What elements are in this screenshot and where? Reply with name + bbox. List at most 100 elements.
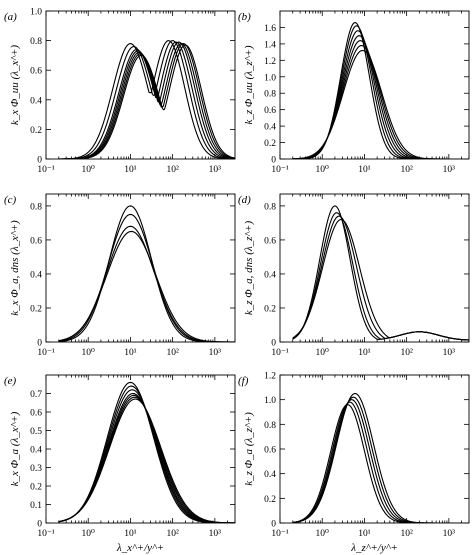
- x-axis-label: λ_x^+/y^+: [116, 542, 164, 554]
- y-tick-label: 1.0: [30, 8, 42, 18]
- panel-letter: (e): [4, 375, 17, 387]
- y-tick-label: 0.4: [264, 270, 276, 280]
- y-tick-label: 0.6: [30, 67, 42, 77]
- y-tick-label: 0.2: [264, 139, 276, 149]
- y-axis-label: k_x Φ_a (λ_x^+): [9, 411, 21, 486]
- y-tick-label: 1.0: [264, 73, 276, 83]
- x-tick-label: 10⁻¹: [271, 348, 289, 358]
- x-tick-label: 10⁰: [316, 165, 330, 175]
- x-tick-label: 10²: [400, 529, 413, 539]
- plot-frame: [279, 193, 470, 343]
- plot-frame: [45, 193, 236, 343]
- y-tick-label: 0.6: [264, 446, 276, 456]
- x-tick-label: 10²: [400, 348, 413, 358]
- y-tick-label: 0: [271, 156, 276, 166]
- panel-letter: (d): [238, 194, 251, 206]
- x-axis-label: λ_z^+/y^+: [350, 542, 398, 554]
- y-tick-label: 0.8: [264, 90, 276, 100]
- series-line-3: [292, 215, 469, 341]
- series-line-1: [58, 205, 235, 342]
- y-tick-label: 0: [271, 520, 276, 530]
- y-axis-label: k_z Φ_a (λ_z^+): [243, 412, 255, 486]
- series-line-1: [58, 40, 235, 159]
- panel-letter: (f): [238, 375, 249, 387]
- x-tick-label: 10²: [166, 529, 179, 539]
- y-tick-label: 0.2: [30, 304, 42, 314]
- y-tick-label: 0.6: [30, 409, 42, 419]
- x-tick-label: 10⁰: [82, 348, 96, 358]
- y-tick-label: 0.2: [264, 495, 276, 505]
- y-tick-label: 0.8: [264, 421, 276, 431]
- x-tick-label: 10³: [209, 165, 222, 175]
- x-tick-label: 10³: [443, 529, 456, 539]
- x-tick-label: 10³: [443, 348, 456, 358]
- series-line-7: [292, 49, 469, 159]
- x-tick-label: 10⁻¹: [271, 165, 289, 175]
- x-tick-label: 10³: [443, 165, 456, 175]
- x-tick-label: 10⁰: [82, 529, 96, 539]
- y-tick-label: 0.7: [30, 390, 42, 400]
- y-tick-label: 1.6: [264, 24, 276, 34]
- series-line-3: [292, 399, 469, 523]
- panel-c: 10⁻¹ 10⁰ 10¹ 10² 10³ 0 0.2 0.4 0.6 0.8 (c) k_x Φ_a,…: [4, 193, 236, 358]
- y-tick-label: 1.4: [264, 40, 276, 50]
- y-axis-label: k_z Φ_a, dns (λ_z^+): [243, 221, 255, 316]
- series-line-7: [58, 44, 235, 159]
- x-tick-label: 10³: [209, 529, 222, 539]
- x-tick-label: 10²: [166, 348, 179, 358]
- series-line-4: [58, 230, 235, 342]
- y-axis-label: k_x Φ_uu (λ_x^+): [9, 45, 21, 126]
- x-tick-label: 10¹: [358, 348, 371, 358]
- x-tick-label: 10¹: [124, 165, 137, 175]
- panel-letter: (b): [238, 11, 251, 23]
- y-tick-label: 0.2: [30, 483, 42, 493]
- y-tick-label: 0.3: [30, 464, 42, 474]
- y-tick-label: 0.4: [30, 270, 42, 280]
- y-tick-label: 0.8: [264, 202, 276, 212]
- series-line-6: [292, 45, 469, 159]
- y-tick-label: 0.1: [30, 501, 42, 511]
- series-line-4: [292, 218, 469, 341]
- y-tick-label: 0.2: [30, 126, 42, 136]
- y-tick-label: 0.6: [30, 236, 42, 246]
- panel-b: 10⁻¹ 10⁰ 10¹ 10² 10³ 0 0.2 0.4 0.6 0.8 1.0 1.2 1.4 1.…: [238, 10, 470, 175]
- y-tick-label: 0: [37, 339, 42, 349]
- y-tick-label: 0: [271, 339, 276, 349]
- y-tick-label: 1.0: [264, 396, 276, 406]
- y-tick-label: 0.4: [30, 446, 42, 456]
- x-tick-label: 10⁻¹: [37, 165, 55, 175]
- y-tick-label: 0.4: [264, 470, 276, 480]
- plot-frame: [279, 10, 470, 160]
- y-tick-label: 0: [37, 156, 42, 166]
- x-tick-label: 10⁻¹: [37, 529, 55, 539]
- panel-letter: (a): [4, 11, 17, 23]
- series-line-2: [292, 401, 469, 523]
- panels-group: 10⁻¹ 10⁰ 10¹ 10² 10³ 0 0.2 0.4 0.6 0.8 1.0 (a) k_x Φ…: [4, 8, 470, 554]
- panel-f: 10⁻¹ 10⁰ 10¹ 10² 10³ 0 0.2 0.4 0.6 0.8 1.0 1.2 (f) k_…: [238, 372, 470, 554]
- x-tick-label: 10²: [400, 165, 413, 175]
- panel-d: 10⁻¹ 10⁰ 10¹ 10² 10³ 0 0.2 0.4 0.6 0.8 (d) k_z Φ_a,…: [238, 193, 470, 358]
- y-tick-label: 1.2: [264, 57, 276, 67]
- x-tick-label: 10⁰: [82, 165, 96, 175]
- series-line-5: [292, 40, 469, 159]
- panel-letter: (c): [4, 194, 17, 206]
- y-tick-label: 0.5: [30, 427, 42, 437]
- x-tick-label: 10⁰: [316, 529, 330, 539]
- x-tick-label: 10¹: [124, 529, 137, 539]
- y-tick-label: 1.2: [264, 372, 276, 382]
- y-tick-label: 0.6: [264, 236, 276, 246]
- x-tick-label: 10¹: [124, 348, 137, 358]
- series-line-5: [292, 392, 469, 523]
- panel-e: 10⁻¹ 10⁰ 10¹ 10² 10³ 0 0.1 0.2 0.3 0.4 0.5 0.6 0.7 (e…: [4, 374, 236, 554]
- x-tick-label: 10¹: [358, 165, 371, 175]
- y-tick-label: 0.2: [264, 304, 276, 314]
- y-tick-label: 0.8: [30, 202, 42, 212]
- x-tick-label: 10²: [166, 165, 179, 175]
- x-tick-label: 10³: [209, 348, 222, 358]
- series-line-7: [58, 398, 235, 523]
- x-tick-label: 10⁻¹: [271, 529, 289, 539]
- series-line-2: [58, 40, 235, 159]
- x-tick-label: 10¹: [358, 529, 371, 539]
- x-tick-label: 10⁰: [316, 348, 330, 358]
